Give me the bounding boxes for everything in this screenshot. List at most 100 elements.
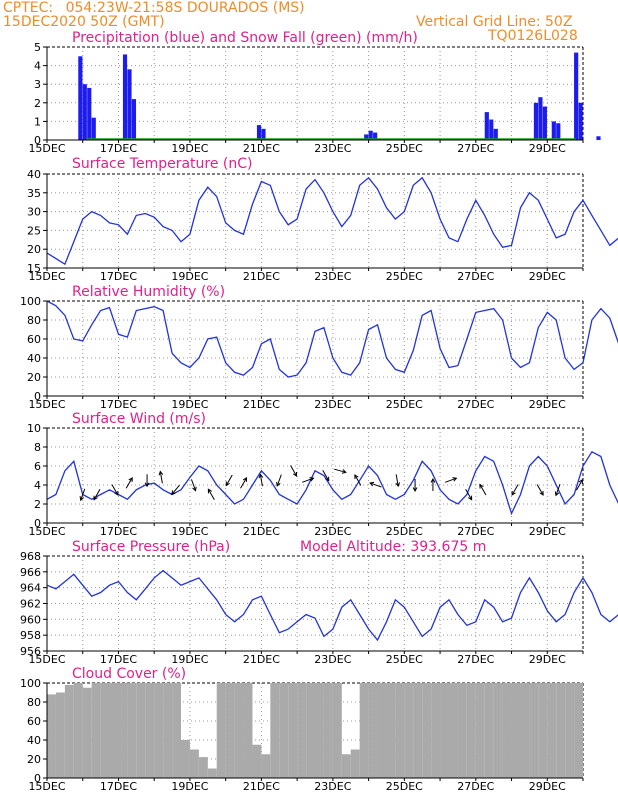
cloud-xtick-label: 17DEC [100,780,137,793]
wind-ytick-label: 0 [34,517,41,530]
wind-arrow-head [554,491,560,497]
wind-arrow [171,484,180,495]
wind-ytick-label: 4 [34,479,41,492]
wind-series-line [46,450,618,516]
rh-xtick-label: 21DEC [243,398,280,411]
cloud-xtick-label: 23DEC [314,780,351,793]
precip-bar [551,121,556,140]
cloud-xtick-label: 21DEC [243,780,280,793]
temp-ytick-label: 15 [27,262,41,275]
cloud-bar [127,683,137,778]
precip-xtick-label: 19DEC [171,142,208,155]
cloud-bar [243,683,253,778]
wind-arrow-head [467,495,473,501]
header-source-location: CPTEC: 054:23W-21:58S DOURADOS (MS) [3,1,305,15]
cloud-bar [207,768,217,778]
wind-arrow [207,489,215,500]
cloud-bar [306,683,315,778]
wind-arrow [111,484,119,496]
wind-xtick-label: 27DEC [457,525,494,538]
precip-bar [373,132,378,140]
wind-ytick-label: 6 [34,460,41,473]
cloud-bar [350,749,360,778]
cloud-bar [520,683,530,778]
wind-arrow [479,484,487,496]
pressure-xtick-label: 27DEC [457,653,494,666]
wind-xtick-label: 17DEC [100,525,137,538]
wind-xtick-label: 15DEC [28,525,65,538]
wind-arrow [369,482,382,488]
cloud-bar [440,683,449,778]
wind-arrow [290,465,297,477]
header-grid-note: Vertical Grid Line: 50Z [416,14,573,30]
cloud-bar [323,683,333,778]
pressure-series-line [46,569,618,642]
cloud-bar [64,684,74,778]
precip-bar [542,106,547,140]
pressure-xtick-label: 23DEC [314,653,351,666]
wind-arrow-head [225,481,230,487]
cloud-xtick-label: 27DEC [457,780,494,793]
wind-arrow [80,488,86,501]
wind-arrow-head [578,478,583,484]
wind-arrow [125,477,133,489]
wind-arrow-head [242,477,248,482]
precip-xtick-label: 15DEC [28,142,65,155]
cloud-ytick-label: 20 [27,753,41,766]
wind-arrow [575,479,583,491]
wind-arrow-head [412,487,418,493]
precip-bar [489,119,494,140]
pressure-ytick-label: 958 [20,629,41,642]
rh-xtick-label: 15DEC [28,398,65,411]
precip-xtick-label: 29DEC [529,142,566,155]
precip-bar [82,84,87,140]
wind-arrow-head [114,490,119,496]
pressure-ytick-label: 968 [20,550,41,563]
temp-ytick-label: 30 [27,206,41,219]
temp-ytick-label: 35 [27,187,41,200]
wind-arrow [555,483,561,496]
cloud-bar [189,749,199,778]
cloud-bar [234,683,244,778]
rh-xtick-label: 19DEC [171,398,208,411]
model-altitude-label: Model Altitude: 393.675 m [300,539,487,555]
precip-bar [256,125,262,140]
wind-arrow [465,489,473,500]
wind-arrow-head [192,486,197,492]
cloud-ytick-label: 80 [27,696,41,709]
cloud-bar [55,692,65,778]
cloud-bar [404,683,414,778]
wind-arrow [334,468,346,473]
wind-arrow [354,474,362,486]
wind-arrow [259,474,263,487]
cloud-bar [288,683,298,778]
wind-arrow [444,477,457,483]
pressure-title: Surface Pressure (hPa) [72,539,231,555]
precip-bar [556,123,561,140]
rh-series-line [46,300,618,378]
wind-arrow-head [511,490,516,496]
rh-ytick-label: 60 [27,333,41,346]
header-location: 054:23W-21:58S DOURADOS (MS) [65,0,305,16]
wind-arrow [536,484,544,496]
precip-bar [131,99,137,140]
wind-arrow-head [354,474,359,480]
pressure-ytick-label: 962 [20,598,41,611]
cloud-bar [279,683,289,778]
wind-arrow-head [79,496,85,502]
precip-bar [596,136,601,140]
header-code: TQ0126L028 [488,28,578,44]
rh-xtick-label: 27DEC [457,398,494,411]
pressure-xtick-label: 19DEC [171,653,208,666]
temp-xtick-label: 29DEC [529,270,566,283]
temp-xtick-label: 17DEC [100,270,137,283]
cloud-bar [145,683,155,778]
pressure-ytick-label: 956 [20,645,41,658]
pressure-ytick-label: 960 [20,613,41,626]
cloud-bar [359,683,369,778]
rh-xtick-label: 17DEC [100,398,137,411]
cloud-bar [163,683,173,778]
cloud-xtick-label: 29DEC [529,780,566,793]
temp-xtick-label: 15DEC [28,270,65,283]
wind-arrow-head [144,482,150,488]
